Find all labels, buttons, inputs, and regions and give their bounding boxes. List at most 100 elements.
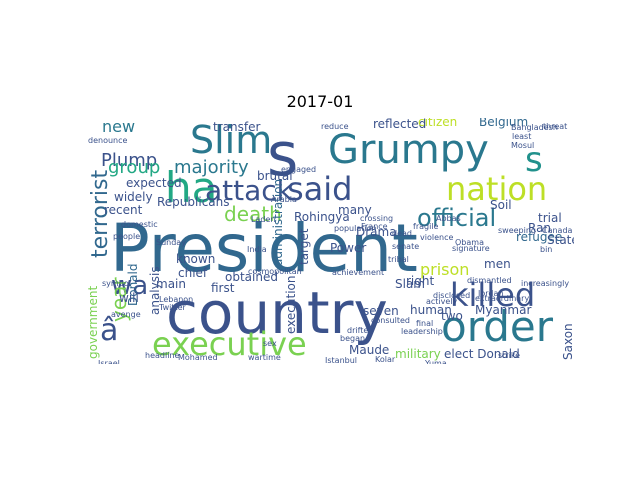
word-59: obtained	[225, 270, 278, 284]
word-10: executive	[152, 325, 307, 363]
word-61: government	[86, 286, 100, 359]
word-111: senate	[392, 242, 419, 251]
word-43: State	[547, 233, 574, 247]
word-86: denounce	[88, 136, 128, 145]
word-27: Rohingya	[294, 210, 350, 224]
word-12: killed	[450, 276, 535, 314]
word-41: trial	[538, 211, 562, 225]
word-46: reflected	[373, 118, 426, 131]
word-16: Plump	[101, 150, 157, 171]
word-92: disclosed	[433, 291, 470, 300]
word-72: people	[113, 232, 140, 241]
word-47: citizen	[418, 118, 457, 129]
word-115: violence	[420, 233, 453, 242]
word-54: recent	[104, 203, 143, 217]
word-52: expected	[126, 176, 182, 190]
word-74: symbol	[102, 279, 131, 288]
word-100: Bangladesh	[511, 123, 558, 132]
word-3: Grumpy	[328, 127, 489, 173]
word-38: two	[441, 309, 463, 323]
word-32: execution	[284, 276, 298, 334]
word-4: s	[525, 140, 543, 180]
word-60: will	[119, 291, 139, 305]
word-113: Yuma	[424, 359, 447, 364]
word-50: Drama	[356, 225, 397, 239]
word-87: avenge	[111, 310, 141, 319]
word-80: threat	[543, 122, 567, 131]
word-24: elect Donald	[444, 347, 520, 361]
word-6: said	[287, 170, 352, 208]
word-35: Power	[330, 241, 366, 255]
word-93: signature	[452, 244, 490, 253]
word-30: Maude	[349, 343, 389, 357]
word-82: leadership	[401, 327, 443, 336]
word-75: Lebanon	[159, 295, 193, 304]
word-21: â	[100, 313, 118, 348]
word-31: prison	[420, 260, 469, 279]
word-51: many	[338, 203, 372, 217]
word-79: Canada	[542, 226, 573, 235]
chart-title: 2017-01	[286, 92, 354, 111]
word-102: Abbas	[436, 214, 461, 223]
word-108: population	[334, 224, 377, 233]
word-110: crossing	[360, 214, 393, 223]
word-5: Slim	[190, 118, 272, 162]
word-1: country	[166, 279, 388, 347]
word-70: dead	[392, 229, 412, 238]
word-15: terrorist	[88, 170, 113, 258]
word-14: death	[224, 202, 282, 226]
word-49: brutal	[257, 169, 293, 183]
word-85: engaged	[281, 165, 316, 174]
word-66: cosmopolitan	[248, 267, 302, 276]
word-9: attack	[205, 174, 294, 207]
word-88: headline	[145, 351, 179, 360]
word-104: Obama	[455, 238, 484, 247]
word-90: final	[416, 319, 433, 328]
word-76: Twitter	[158, 303, 187, 312]
word-28: Myanmar	[475, 303, 531, 317]
word-95: increasingly	[521, 279, 569, 288]
word-107: wartime	[248, 353, 281, 362]
word-53: widely	[114, 190, 153, 204]
word-7: nation	[446, 170, 547, 208]
word-109: consulted	[371, 316, 410, 325]
word-33: administration	[271, 179, 285, 266]
word-98: achievement	[332, 268, 384, 277]
word-37: human	[410, 303, 452, 317]
word-19: wa	[111, 271, 148, 301]
word-96: extraordinary	[475, 294, 529, 303]
word-25: Republicans	[157, 195, 230, 209]
word-45: Belgium	[479, 118, 528, 129]
word-57: main	[156, 277, 186, 291]
word-17: majority	[174, 157, 249, 178]
word-83: actively	[426, 297, 458, 306]
word-63: seven	[363, 304, 399, 318]
word-62: Saxon	[561, 323, 574, 360]
word-106: Mohamed	[178, 353, 218, 362]
word-20: year	[107, 277, 131, 322]
word-116: tribal	[388, 255, 409, 264]
word-68: Arabia	[271, 195, 297, 204]
word-29: military	[395, 347, 441, 361]
word-71: domestic	[121, 220, 158, 229]
word-58: first	[211, 281, 235, 295]
word-89: sex	[263, 339, 277, 348]
word-94: dismantled	[467, 276, 512, 285]
word-81: bin	[540, 245, 552, 254]
word-112: Kolar	[375, 355, 396, 364]
word-8: ha	[165, 163, 217, 212]
word-42: Ran	[528, 221, 551, 235]
word-103: fragile	[413, 222, 439, 231]
word-69: France	[361, 222, 388, 231]
word-64: analysis	[148, 266, 162, 315]
word-18: group	[108, 157, 160, 178]
word-48: transfer	[213, 120, 260, 134]
word-44: Soil	[490, 198, 512, 212]
word-39: right	[406, 274, 434, 288]
word-114: sweeping	[498, 226, 536, 235]
word-23: Donald	[126, 264, 140, 307]
word-22: new	[102, 118, 135, 136]
word-77: Istanbul	[325, 356, 357, 364]
word-101: least	[512, 132, 531, 141]
word-67: Laden	[251, 215, 275, 224]
